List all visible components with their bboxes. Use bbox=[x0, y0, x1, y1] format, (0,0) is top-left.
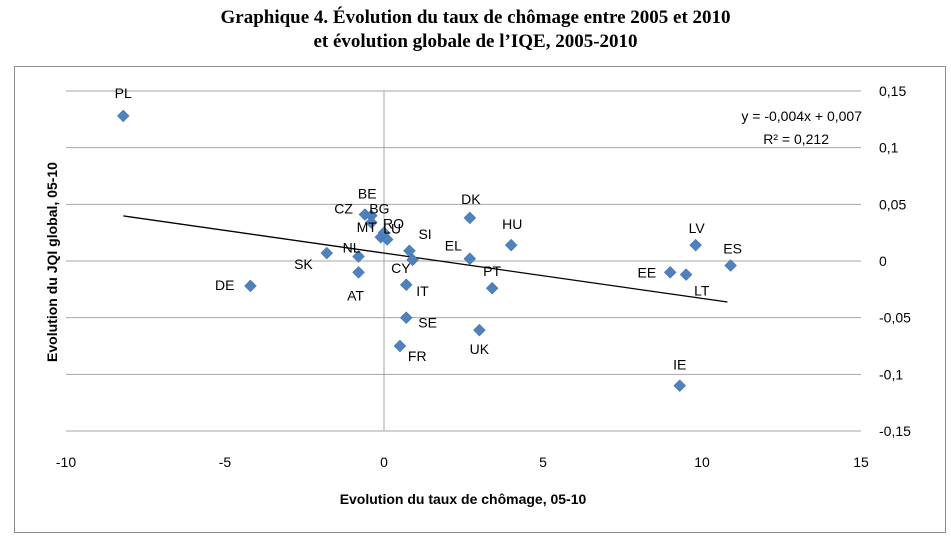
chart-title-line-2: et évolution globale de l’IQE, 2005-2010 bbox=[313, 31, 638, 52]
point-label-at: AT bbox=[347, 287, 364, 303]
y-tick-label: -0,1 bbox=[879, 366, 903, 382]
point-label-ro: RO bbox=[383, 216, 404, 232]
data-points bbox=[116, 109, 737, 393]
point-label-cy: CY bbox=[391, 260, 411, 276]
x-tick-label: 0 bbox=[380, 454, 388, 470]
point-label-pt: PT bbox=[483, 263, 501, 279]
point-label-ee: EE bbox=[638, 264, 657, 280]
y-tick-labels: 0,15 0,1 0,05 0 -0,05 -0,1 -0,15 bbox=[879, 83, 911, 439]
y-tick-label: 0,15 bbox=[879, 83, 906, 99]
data-point-sk bbox=[320, 246, 334, 260]
data-point-ie bbox=[673, 379, 687, 393]
data-point-bg bbox=[364, 216, 378, 229]
y-tick-label: 0,1 bbox=[879, 140, 899, 156]
data-point-es bbox=[724, 259, 737, 272]
data-point-fr bbox=[393, 339, 407, 353]
data-point-ro bbox=[377, 226, 391, 240]
point-label-hu: HU bbox=[502, 216, 522, 232]
point-label-de: DE bbox=[215, 277, 234, 293]
trendline-r2: R² = 0,212 bbox=[763, 131, 829, 147]
x-tick-label: 15 bbox=[853, 454, 869, 470]
point-label-bg: BG bbox=[369, 200, 389, 216]
y-tick-label: -0,05 bbox=[879, 310, 911, 326]
point-label-mt: MT bbox=[357, 219, 378, 235]
trendline bbox=[123, 215, 728, 303]
y-tick-label: -0,15 bbox=[879, 423, 911, 439]
point-label-sk: SK bbox=[294, 256, 313, 272]
data-point-de bbox=[244, 279, 257, 293]
data-point-se bbox=[399, 311, 413, 325]
point-label-be: BE bbox=[358, 186, 377, 202]
x-tick-labels: -10 -5 0 5 10 15 bbox=[56, 454, 869, 470]
point-label-ie: IE bbox=[673, 357, 686, 373]
data-point-uk bbox=[473, 323, 486, 337]
data-point-cy bbox=[406, 253, 419, 267]
point-label-nl: NL bbox=[343, 239, 361, 255]
x-tick-label: -5 bbox=[219, 454, 232, 470]
y-axis-title: Evolution du JQI global, 05-10 bbox=[44, 162, 60, 362]
y-tick-label: 0 bbox=[879, 253, 887, 269]
point-label-it: IT bbox=[416, 283, 429, 299]
chart-frame bbox=[14, 66, 946, 533]
gridlines bbox=[66, 90, 861, 432]
point-label-cz: CZ bbox=[334, 201, 353, 217]
data-point-hu bbox=[504, 238, 518, 252]
data-point-ee bbox=[663, 265, 677, 279]
point-label-lv: LV bbox=[689, 220, 706, 236]
data-point-nl bbox=[352, 250, 365, 263]
point-label-fr: FR bbox=[408, 348, 427, 364]
chart-title: Graphique 4. Évolution du taux de chômag… bbox=[0, 6, 951, 54]
point-label-pl: PL bbox=[115, 85, 132, 101]
point-label-dk: DK bbox=[461, 191, 481, 207]
point-label-el: EL bbox=[445, 238, 462, 254]
data-point-lt bbox=[679, 268, 693, 281]
data-point-lv bbox=[689, 238, 702, 252]
data-point-it bbox=[399, 278, 413, 292]
x-tick-label: 10 bbox=[694, 454, 710, 470]
data-point-el bbox=[463, 252, 477, 266]
data-point-dk bbox=[463, 211, 477, 225]
point-label-lt: LT bbox=[694, 283, 710, 299]
point-label-uk: UK bbox=[470, 341, 490, 357]
data-point-at bbox=[352, 265, 365, 279]
x-axis-title: Evolution du taux de chômage, 05-10 bbox=[340, 491, 587, 507]
chart-title-line-1: Graphique 4. Évolution du taux de chômag… bbox=[220, 7, 731, 28]
point-label-lu: LU bbox=[383, 220, 401, 236]
trendline-group bbox=[123, 215, 728, 303]
data-point-pt bbox=[485, 281, 499, 295]
point-label-se: SE bbox=[418, 315, 437, 331]
point-label-si: SI bbox=[418, 226, 431, 242]
point-label-es: ES bbox=[723, 241, 742, 257]
y-tick-label: 0,05 bbox=[879, 196, 906, 212]
data-point-pl bbox=[116, 109, 130, 123]
trendline-equation: y = -0,004x + 0,007 bbox=[741, 108, 862, 124]
x-tick-label: 5 bbox=[539, 454, 547, 470]
x-tick-label: -10 bbox=[56, 454, 76, 470]
